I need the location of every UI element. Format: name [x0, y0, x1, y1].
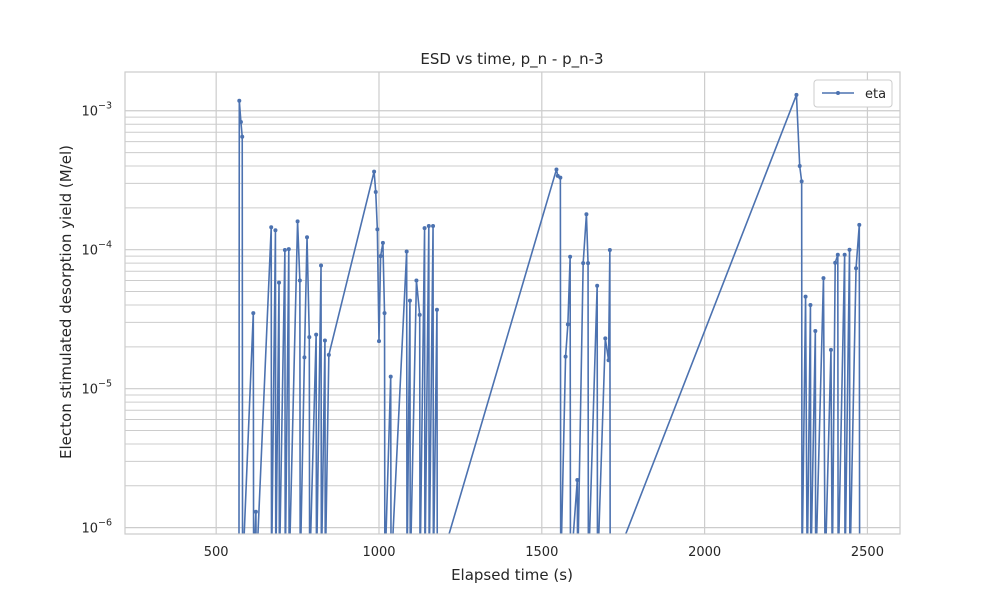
data-point: [307, 335, 312, 340]
data-point: [376, 339, 381, 344]
data-point: [797, 164, 802, 169]
legend-marker: [836, 91, 840, 95]
data-point: [380, 240, 385, 245]
chart-title: ESD vs time, p_n - p_n-3: [420, 50, 603, 69]
data-point: [319, 263, 324, 268]
y-tick-label: 10−4: [81, 240, 112, 259]
data-point: [314, 332, 319, 337]
data-point: [297, 278, 302, 283]
data-point: [808, 303, 813, 308]
data-point: [407, 298, 412, 303]
data-point: [417, 312, 422, 317]
data-point: [586, 261, 591, 266]
series-line-eta: [238, 94, 861, 534]
data-point: [828, 347, 833, 352]
data-point: [857, 222, 862, 227]
data-point: [237, 98, 242, 103]
data-point: [426, 224, 431, 229]
legend: eta: [813, 79, 893, 108]
data-point: [273, 228, 278, 233]
data-point: [842, 252, 847, 257]
data-point: [558, 175, 563, 180]
legend-label: eta: [865, 87, 886, 102]
data-point: [575, 478, 580, 483]
y-axis-label: Electon stimulated desorption yield (M/e…: [57, 145, 75, 459]
data-point: [584, 212, 589, 217]
series-layer: [237, 92, 862, 534]
data-point: [388, 374, 393, 379]
data-point: [422, 226, 427, 231]
data-point: [286, 247, 291, 252]
data-point: [565, 322, 570, 327]
x-tick-label: 2500: [851, 545, 884, 560]
y-tick-label: 10−5: [81, 379, 112, 398]
y-tick-label: 10−3: [81, 101, 112, 120]
data-point: [835, 252, 840, 257]
data-point: [568, 254, 573, 259]
data-point: [322, 338, 327, 343]
data-point: [603, 336, 608, 341]
data-point: [282, 248, 287, 253]
data-point: [373, 190, 378, 195]
data-point: [414, 278, 419, 283]
data-point: [375, 227, 380, 232]
data-point: [434, 307, 439, 312]
data-point: [821, 276, 826, 281]
data-point: [269, 225, 274, 230]
data-point: [813, 329, 818, 334]
data-point: [326, 352, 331, 357]
data-point: [382, 311, 387, 316]
data-point: [595, 283, 600, 288]
data-point: [431, 224, 436, 229]
data-point: [607, 248, 612, 253]
data-point: [238, 119, 243, 124]
x-tick-label: 1000: [362, 545, 395, 560]
data-point: [305, 235, 310, 240]
data-point: [833, 260, 838, 265]
data-point: [799, 179, 804, 184]
data-point: [251, 311, 256, 316]
data-point: [854, 266, 859, 271]
y-tick-label: 10−6: [81, 518, 112, 537]
data-point: [847, 247, 852, 252]
data-point: [404, 249, 409, 254]
plot-frame: [124, 71, 901, 535]
data-point: [803, 294, 808, 299]
data-point: [295, 219, 300, 224]
data-point: [794, 92, 799, 97]
data-point: [378, 254, 383, 259]
data-point: [277, 280, 282, 285]
data-point: [372, 169, 377, 174]
x-axis-label: Elapsed time (s): [451, 566, 573, 584]
x-tick-label: 500: [204, 545, 229, 560]
x-tick-label: 1500: [525, 545, 558, 560]
y-tick-labels: 10−6 10−5 10−4 10−3: [81, 101, 112, 537]
data-point: [253, 509, 258, 514]
data-point: [302, 355, 307, 360]
x-tick-labels: 500 1000 1500 2000 2500: [204, 545, 884, 560]
data-point: [581, 261, 586, 266]
data-point: [240, 134, 245, 139]
data-point: [606, 358, 611, 363]
data-point: [563, 354, 568, 359]
x-tick-label: 2000: [688, 545, 721, 560]
data-point: [554, 167, 559, 172]
